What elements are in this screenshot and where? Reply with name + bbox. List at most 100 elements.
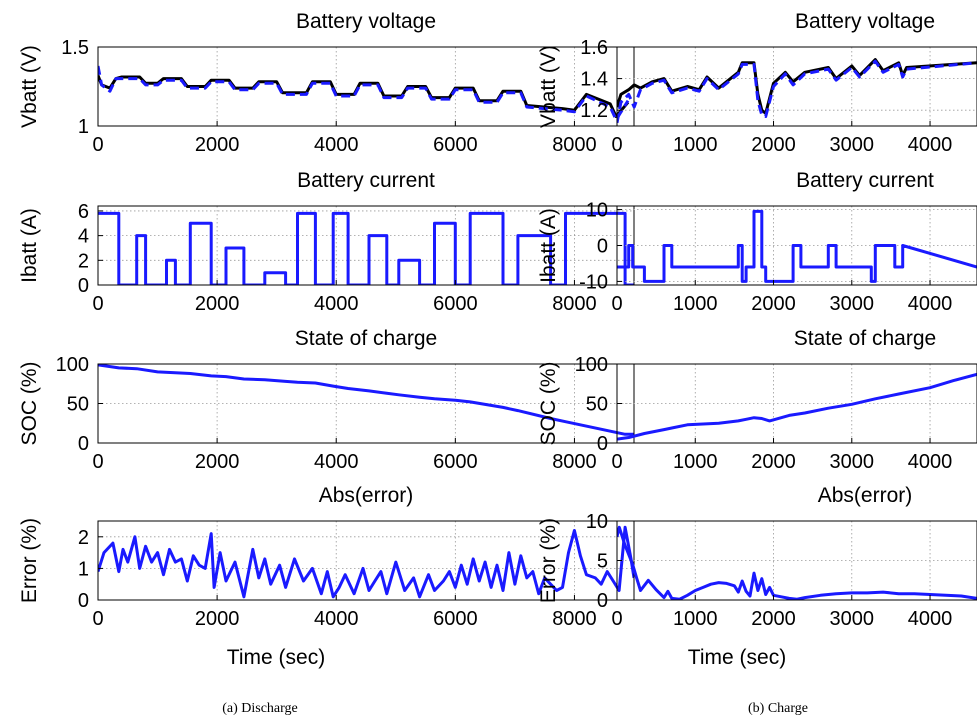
y-tick-label: 1.5 bbox=[61, 37, 89, 59]
x-tick-label: 4000 bbox=[908, 134, 953, 156]
x-tick-label: 0 bbox=[611, 451, 622, 473]
y-tick-label: 10 bbox=[586, 200, 608, 222]
chart-title: State of charge bbox=[295, 327, 437, 350]
y-axis-label: Error (%) bbox=[18, 518, 41, 603]
chart-title: Battery current bbox=[796, 169, 934, 192]
x-tick-label: 1000 bbox=[673, 134, 718, 156]
y-tick-label: 1 bbox=[78, 558, 89, 580]
x-tick-label: 0 bbox=[92, 134, 103, 156]
x-axis-label: Time (sec) bbox=[227, 646, 325, 669]
y-tick-label: 4 bbox=[78, 226, 89, 248]
x-tick-label: 2000 bbox=[195, 451, 240, 473]
y-axis-label: Ibatt (A) bbox=[18, 208, 41, 283]
series-line-measured-0 bbox=[617, 372, 977, 441]
y-axis-label: Vbatt (V) bbox=[537, 45, 560, 128]
series-line-measured-0 bbox=[98, 364, 634, 436]
y-tick-label: 1 bbox=[78, 116, 89, 138]
x-tick-label: 4000 bbox=[314, 293, 359, 315]
x-tick-label: 4000 bbox=[908, 451, 953, 473]
y-tick-label: 50 bbox=[67, 394, 89, 416]
x-tick-label: 8000 bbox=[552, 293, 597, 315]
y-tick-label: 0 bbox=[78, 275, 89, 297]
chart-title: Abs(error) bbox=[319, 484, 414, 507]
x-tick-label: 1000 bbox=[673, 451, 718, 473]
y-tick-label: 2 bbox=[78, 527, 89, 549]
x-axis-label: Time (sec) bbox=[688, 646, 786, 669]
series-line-measured-0 bbox=[98, 211, 634, 285]
y-axis-label: Ibatt (A) bbox=[537, 208, 560, 283]
caption-charge: (b) Charge bbox=[748, 701, 808, 716]
x-tick-label: 3000 bbox=[830, 608, 875, 630]
caption-discharge: (a) Discharge bbox=[222, 701, 298, 716]
y-tick-label: 0 bbox=[597, 433, 608, 455]
series-line-measured-0 bbox=[98, 525, 634, 599]
y-axis-label: SOC (%) bbox=[18, 362, 41, 446]
y-tick-label: 0 bbox=[78, 433, 89, 455]
y-axis-label: Error (%) bbox=[537, 518, 560, 603]
x-tick-label: 0 bbox=[611, 134, 622, 156]
y-tick-label: 0 bbox=[78, 590, 89, 612]
series-line-measured-0 bbox=[617, 209, 977, 283]
y-tick-label: 0 bbox=[597, 236, 608, 258]
x-tick-label: 4000 bbox=[314, 451, 359, 473]
x-tick-label: 2000 bbox=[195, 608, 240, 630]
y-tick-label: -10 bbox=[579, 271, 608, 293]
y-tick-label: 10 bbox=[586, 511, 608, 533]
y-tick-label: 0 bbox=[597, 590, 608, 612]
y-axis-label: SOC (%) bbox=[537, 362, 560, 446]
x-tick-label: 0 bbox=[92, 293, 103, 315]
y-tick-label: 100 bbox=[56, 354, 89, 376]
y-tick-label: 1.6 bbox=[580, 37, 608, 59]
x-tick-label: 3000 bbox=[830, 293, 875, 315]
chart-panel-b-4: 0 1000 2000 3000 4000 0 5 10 Abs(error) Error (%)… bbox=[537, 484, 977, 669]
y-tick-label: 1.4 bbox=[580, 69, 608, 91]
x-tick-label: 8000 bbox=[552, 134, 597, 156]
x-tick-label: 3000 bbox=[830, 134, 875, 156]
y-tick-label: 100 bbox=[575, 354, 608, 376]
x-tick-label: 8000 bbox=[552, 608, 597, 630]
x-tick-label: 0 bbox=[611, 608, 622, 630]
y-tick-label: 5 bbox=[597, 551, 608, 573]
chart-title: Abs(error) bbox=[818, 484, 913, 507]
x-tick-label: 2000 bbox=[751, 451, 796, 473]
y-tick-label: 50 bbox=[586, 394, 608, 416]
plot-frame bbox=[616, 46, 977, 127]
y-axis-label: Vbatt (V) bbox=[18, 45, 41, 128]
y-tick-label: 1.2 bbox=[580, 100, 608, 122]
x-tick-label: 0 bbox=[611, 293, 622, 315]
chart-panel-b-1: 0 1000 2000 3000 4000 1.2 1.4 1.6 Battery voltag… bbox=[537, 10, 977, 156]
x-tick-label: 4000 bbox=[314, 134, 359, 156]
x-tick-label: 1000 bbox=[673, 293, 718, 315]
x-tick-label: 2000 bbox=[195, 293, 240, 315]
x-tick-label: 3000 bbox=[830, 451, 875, 473]
chart-title: Battery voltage bbox=[795, 10, 935, 33]
x-tick-label: 8000 bbox=[552, 451, 597, 473]
series-line-estimate bbox=[98, 65, 630, 122]
x-tick-label: 6000 bbox=[433, 293, 478, 315]
x-tick-label: 4000 bbox=[908, 608, 953, 630]
x-tick-label: 4000 bbox=[314, 608, 359, 630]
x-tick-label: 6000 bbox=[433, 134, 478, 156]
x-tick-label: 4000 bbox=[908, 293, 953, 315]
x-tick-label: 6000 bbox=[433, 608, 478, 630]
chart-title: State of charge bbox=[794, 327, 936, 350]
series-line-estimate bbox=[617, 59, 977, 124]
y-tick-label: 6 bbox=[78, 201, 89, 223]
chart-panel-b-3: 0 1000 2000 3000 4000 0 50 100 State of charge SO… bbox=[537, 327, 977, 473]
x-tick-label: 0 bbox=[92, 451, 103, 473]
chart-panel-a-1: 0 2000 4000 6000 8000 1 1.5 Battery voltage Vbat… bbox=[18, 10, 635, 156]
x-tick-label: 2000 bbox=[751, 608, 796, 630]
y-tick-label: 2 bbox=[78, 250, 89, 272]
x-tick-label: 1000 bbox=[673, 608, 718, 630]
chart-title: Battery voltage bbox=[296, 10, 436, 33]
x-tick-label: 2000 bbox=[195, 134, 240, 156]
x-tick-label: 0 bbox=[92, 608, 103, 630]
x-tick-label: 2000 bbox=[751, 134, 796, 156]
x-tick-label: 6000 bbox=[433, 451, 478, 473]
x-tick-label: 2000 bbox=[751, 293, 796, 315]
